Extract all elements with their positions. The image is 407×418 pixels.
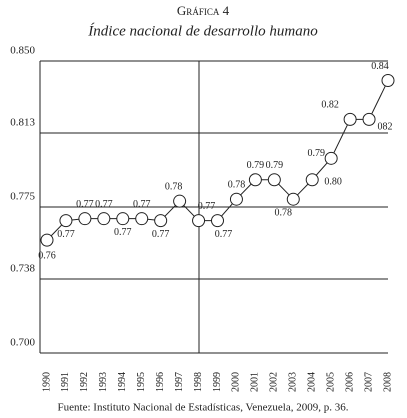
y-tick-label: 0.850 — [10, 45, 35, 57]
data-label: 0.77 — [114, 227, 132, 238]
data-label: 0.77 — [76, 199, 94, 210]
data-label: 0.77 — [95, 199, 113, 210]
data-label: 0.77 — [133, 199, 151, 210]
source-note: Fuente: Instituto Nacional de Estadístic… — [58, 402, 349, 414]
data-label: 0.80 — [324, 177, 342, 188]
x-tick-label: 2006 — [344, 372, 355, 392]
point-marker — [116, 212, 130, 226]
data-label: 0.77 — [215, 229, 233, 240]
x-tick-label: 1994 — [117, 372, 128, 392]
chart-title: Gráfica 4 — [177, 3, 230, 18]
x-tick-label: 2005 — [325, 372, 336, 392]
y-tick-label: 0.700 — [10, 337, 35, 349]
x-tick-label: 2008 — [382, 372, 393, 392]
x-tick-label: 1995 — [136, 372, 147, 392]
point-marker — [211, 214, 224, 228]
point-marker — [286, 192, 300, 206]
x-tick-label: 2001 — [250, 372, 261, 392]
x-tick-label: 1997 — [174, 372, 185, 392]
point-marker — [40, 233, 54, 247]
point-marker — [192, 214, 206, 228]
point-marker — [229, 192, 243, 206]
data-label: 0.77 — [57, 229, 75, 240]
data-label: 0.78 — [275, 208, 293, 219]
x-tick-label: 2003 — [288, 372, 299, 392]
x-tick-label: 1991 — [60, 372, 71, 392]
x-tick-label: 1996 — [155, 372, 166, 392]
point-marker — [97, 212, 111, 226]
point-marker — [135, 212, 149, 226]
point-marker — [343, 112, 357, 126]
data-label: 0.79 — [247, 160, 265, 171]
data-label: 0.82 — [321, 100, 339, 111]
x-tick-label: 1990 — [41, 372, 52, 392]
point-marker — [362, 112, 376, 126]
point-marker — [381, 73, 395, 87]
data-label: 082 — [378, 122, 393, 133]
point-marker — [248, 173, 262, 187]
x-tick-label: 1992 — [79, 372, 90, 392]
data-label: 0.78 — [228, 180, 246, 191]
y-tick-label: 0.738 — [10, 263, 35, 275]
data-label: 0.84 — [371, 61, 389, 72]
point-marker — [324, 151, 338, 165]
chart-subtitle: Índice nacional de desarrollo humano — [87, 22, 318, 39]
x-tick-label: 2007 — [363, 372, 374, 392]
y-tick-label: 0.775 — [10, 191, 35, 203]
point-marker — [78, 212, 92, 226]
y-tick-label: 0.813 — [10, 117, 35, 129]
point-marker — [154, 214, 168, 228]
point-marker — [305, 173, 319, 187]
data-label: 0.79 — [266, 160, 284, 171]
point-marker — [267, 173, 281, 187]
x-tick-label: 1998 — [193, 372, 204, 392]
data-label: 0.76 — [38, 250, 56, 261]
x-tick-label: 1993 — [98, 372, 109, 392]
data-label: 0.77 — [152, 229, 170, 240]
data-label: 0.77 — [198, 201, 216, 212]
x-tick-label: 2000 — [231, 372, 242, 392]
x-tick-label: 1999 — [212, 372, 223, 392]
point-marker — [173, 194, 187, 208]
data-label: 0.78 — [165, 181, 183, 192]
x-tick-label: 2002 — [269, 372, 280, 392]
point-marker — [59, 214, 73, 228]
x-tick-label: 2004 — [307, 372, 318, 392]
data-label: 0.79 — [307, 148, 325, 159]
